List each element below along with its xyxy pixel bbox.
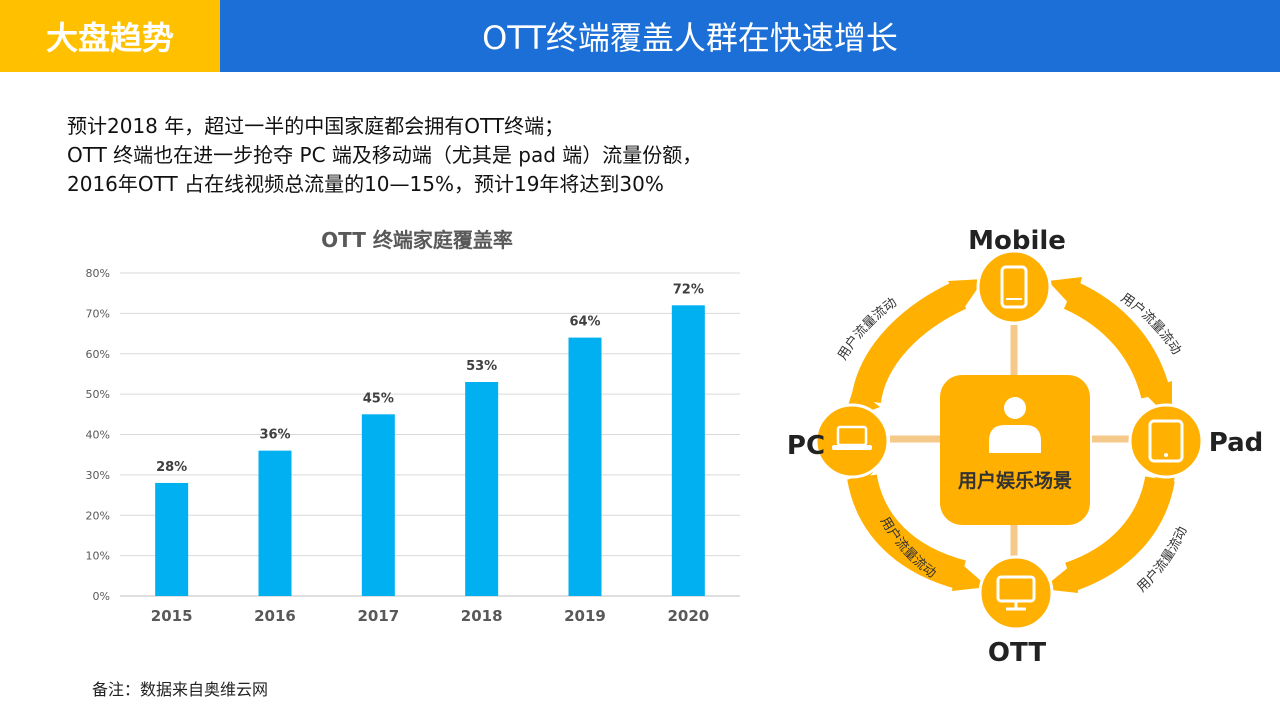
coverage-bar-chart: OTT 终端家庭覆盖率 0% 10% 20% 30% 40% 50% 60% 70% 80% 2…: [86, 228, 740, 625]
node-label-mobile: Mobile: [968, 226, 1066, 256]
hub-connectors: [890, 325, 1134, 560]
section-tag: 大盘趋势: [0, 0, 220, 72]
center-hub: 用户娱乐场景: [940, 375, 1090, 525]
data-label: 64%: [569, 315, 600, 330]
bar-2019: [568, 337, 602, 596]
node-label-pc: PC: [787, 431, 825, 461]
y-tick-label: 0%: [93, 590, 110, 603]
header: 大盘趋势 OTT终端覆盖人群在快速增长: [0, 0, 1280, 72]
node-label-pad: Pad: [1209, 428, 1264, 458]
traffic-flow-diagram: 用户流量流动 用户流量流动 用户流量流动 用户流量流动 用户娱乐场景 Mobi: [787, 226, 1264, 668]
bar-2017: [361, 414, 395, 596]
intro-text: 预计2018 年，超过一半的中国家庭都会拥有OTT终端； OTT 终端也在进一步…: [67, 112, 867, 199]
tv-icon: [996, 575, 1036, 611]
x-tick-label: 2020: [667, 607, 709, 625]
x-axis-ticks: 2015 2016 2017 2018 2019 2020: [151, 607, 709, 625]
data-label: 53%: [466, 359, 497, 374]
intro-line: 预计2018 年，超过一半的中国家庭都会拥有OTT终端；: [67, 114, 565, 138]
laptop-icon: [832, 425, 872, 450]
bar-2015: [155, 482, 189, 596]
y-tick-label: 40%: [86, 429, 110, 442]
user-icon: [989, 397, 1041, 453]
data-label: 72%: [673, 282, 704, 297]
x-tick-label: 2016: [254, 607, 296, 625]
y-tick-label: 50%: [86, 388, 110, 401]
pad-node: Pad: [1128, 403, 1264, 479]
bar-2016: [258, 450, 292, 596]
chart-title: OTT 终端家庭覆盖率: [321, 228, 513, 252]
smartphone-icon: [1000, 265, 1028, 309]
y-tick-label: 60%: [86, 348, 110, 361]
data-label: 36%: [259, 428, 290, 443]
intro-line: 2016年OTT 占在线视频总流量的10—15%，预计19年将达到30%: [67, 172, 664, 196]
y-tick-label: 80%: [86, 267, 110, 280]
pc-node: PC: [787, 403, 890, 479]
y-axis-ticks: 0% 10% 20% 30% 40% 50% 60% 70% 80%: [86, 267, 110, 603]
node-label-ott: OTT: [988, 638, 1046, 668]
chart-bars: [155, 305, 705, 596]
bar-2020: [671, 305, 705, 596]
data-label: 45%: [363, 391, 394, 406]
slide-title: OTT终端覆盖人群在快速增长: [482, 19, 898, 57]
y-tick-label: 20%: [86, 509, 110, 522]
bar-2018: [465, 382, 499, 596]
y-tick-label: 10%: [86, 550, 110, 563]
ott-node: OTT: [978, 555, 1054, 668]
y-tick-label: 70%: [86, 307, 110, 320]
x-tick-label: 2019: [564, 607, 606, 625]
slide-title-bar: OTT终端覆盖人群在快速增长: [220, 0, 1280, 72]
tablet-icon: [1148, 419, 1184, 463]
data-labels: 28% 36% 45% 53% 64% 72%: [156, 282, 704, 475]
intro-line: OTT 终端也在进一步抢夺 PC 端及移动端（尤其是 pad 端）流量份额，: [67, 143, 703, 167]
y-tick-label: 30%: [86, 469, 110, 482]
mobile-node: Mobile: [968, 226, 1066, 325]
footnote: 备注：数据来自奥维云网: [92, 680, 269, 699]
data-label: 28%: [156, 460, 187, 475]
hub-label: 用户娱乐场景: [958, 469, 1072, 492]
x-tick-label: 2017: [357, 607, 399, 625]
x-tick-label: 2015: [151, 607, 193, 625]
x-tick-label: 2018: [461, 607, 503, 625]
chart-gridlines: [120, 272, 740, 597]
